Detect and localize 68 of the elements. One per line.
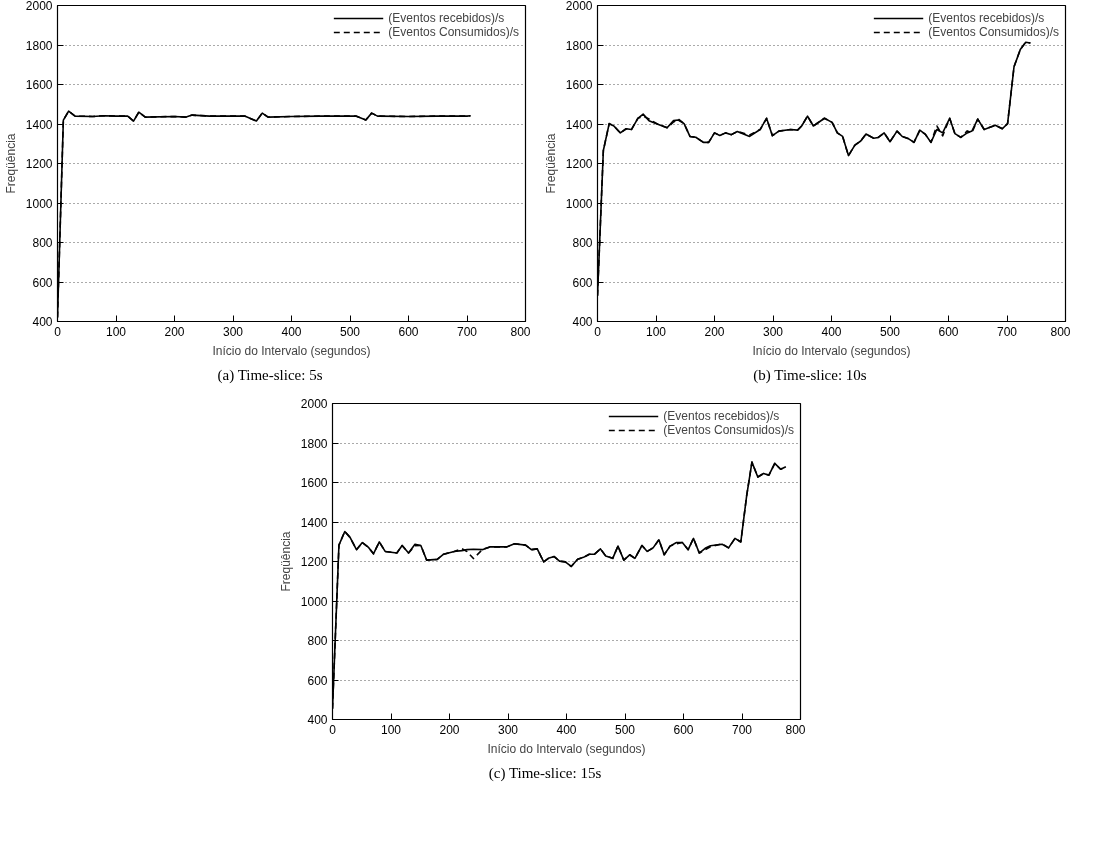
x-tick-label: 300 bbox=[762, 324, 784, 339]
y-tick-label: 600 bbox=[572, 275, 593, 290]
y-tick-label: 1800 bbox=[25, 38, 53, 53]
x-tick-label: 200 bbox=[164, 324, 185, 339]
x-tick-label: 100 bbox=[105, 324, 127, 339]
y-tick-label: 1400 bbox=[565, 117, 593, 132]
y-tick-label: 1600 bbox=[565, 78, 593, 92]
x-tick-label: 800 bbox=[510, 324, 531, 339]
legend-label: (Eventos Consumidos)/s bbox=[388, 25, 519, 39]
y-tick-label: 1200 bbox=[565, 157, 593, 171]
y-tick-label: 2000 bbox=[25, 0, 53, 13]
text: (c) Time-slice: 15s bbox=[488, 764, 602, 783]
y-tick-label: 400 bbox=[307, 713, 328, 727]
x-tick-label: 500 bbox=[614, 722, 636, 737]
x-tick-label: 100 bbox=[645, 324, 667, 339]
legend-label: (Eventos recebidos)/s bbox=[663, 409, 780, 423]
y-tick-label: 1800 bbox=[300, 436, 328, 451]
y-tick-label: 1600 bbox=[300, 476, 328, 490]
x-tick-label: 800 bbox=[1050, 324, 1071, 339]
y-tick-label: 400 bbox=[572, 315, 593, 329]
x-tick-label: 600 bbox=[938, 324, 959, 339]
x-tick-label: 700 bbox=[996, 324, 1018, 339]
y-tick-label: 2000 bbox=[300, 397, 328, 411]
y-tick-label: 600 bbox=[307, 673, 328, 688]
x-tick-label: 400 bbox=[281, 324, 302, 339]
legend-label: (Eventos recebidos)/s bbox=[388, 11, 505, 25]
y-tick-label: 800 bbox=[307, 634, 328, 648]
x-tick-label: 500 bbox=[339, 324, 361, 339]
y-axis-title: Freqüência bbox=[278, 531, 293, 592]
y-tick-label: 2000 bbox=[565, 0, 593, 13]
x-tick-label: 700 bbox=[731, 722, 753, 737]
x-tick-label: 800 bbox=[785, 722, 806, 737]
y-tick-label: 800 bbox=[32, 236, 53, 250]
y-tick-label: 1800 bbox=[565, 38, 593, 53]
x-tick-label: 700 bbox=[456, 324, 478, 339]
y-tick-label: 1600 bbox=[25, 78, 53, 92]
x-tick-label: 200 bbox=[439, 722, 460, 737]
y-tick-label: 600 bbox=[32, 275, 53, 290]
y-tick-label: 1200 bbox=[300, 555, 328, 569]
x-tick-label: 600 bbox=[398, 324, 419, 339]
x-tick-label: 0 bbox=[54, 324, 62, 339]
x-axis-title: Início do Intervalo (segundos) bbox=[487, 741, 646, 756]
x-tick-label: 0 bbox=[329, 722, 337, 737]
y-tick-label: 1000 bbox=[300, 594, 328, 609]
y-tick-label: 1400 bbox=[25, 117, 53, 132]
y-tick-label: 1000 bbox=[25, 196, 53, 211]
text: (b) Time-slice: 10s bbox=[753, 366, 867, 385]
x-tick-label: 300 bbox=[222, 324, 244, 339]
legend-label: (Eventos Consumidos)/s bbox=[663, 423, 794, 437]
y-axis-title: Freqüência bbox=[3, 133, 18, 194]
y-tick-label: 1200 bbox=[25, 157, 53, 171]
x-tick-label: 400 bbox=[821, 324, 842, 339]
legend-label: (Eventos recebidos)/s bbox=[928, 11, 1045, 25]
y-axis-title: Freqüência bbox=[543, 133, 558, 194]
x-axis-title: Início do Intervalo (segundos) bbox=[212, 343, 371, 358]
x-axis-title: Início do Intervalo (segundos) bbox=[752, 343, 911, 358]
x-tick-label: 0 bbox=[594, 324, 602, 339]
y-tick-label: 1400 bbox=[300, 515, 328, 530]
y-tick-label: 800 bbox=[572, 236, 593, 250]
x-tick-label: 300 bbox=[497, 722, 519, 737]
text: (a) Time-slice: 5s bbox=[217, 366, 323, 385]
y-tick-label: 400 bbox=[32, 315, 53, 329]
y-tick-label: 1000 bbox=[565, 196, 593, 211]
x-tick-label: 200 bbox=[704, 324, 725, 339]
legend-label: (Eventos Consumidos)/s bbox=[928, 25, 1059, 39]
x-tick-label: 500 bbox=[879, 324, 901, 339]
x-tick-label: 100 bbox=[380, 722, 402, 737]
x-tick-label: 600 bbox=[673, 722, 694, 737]
